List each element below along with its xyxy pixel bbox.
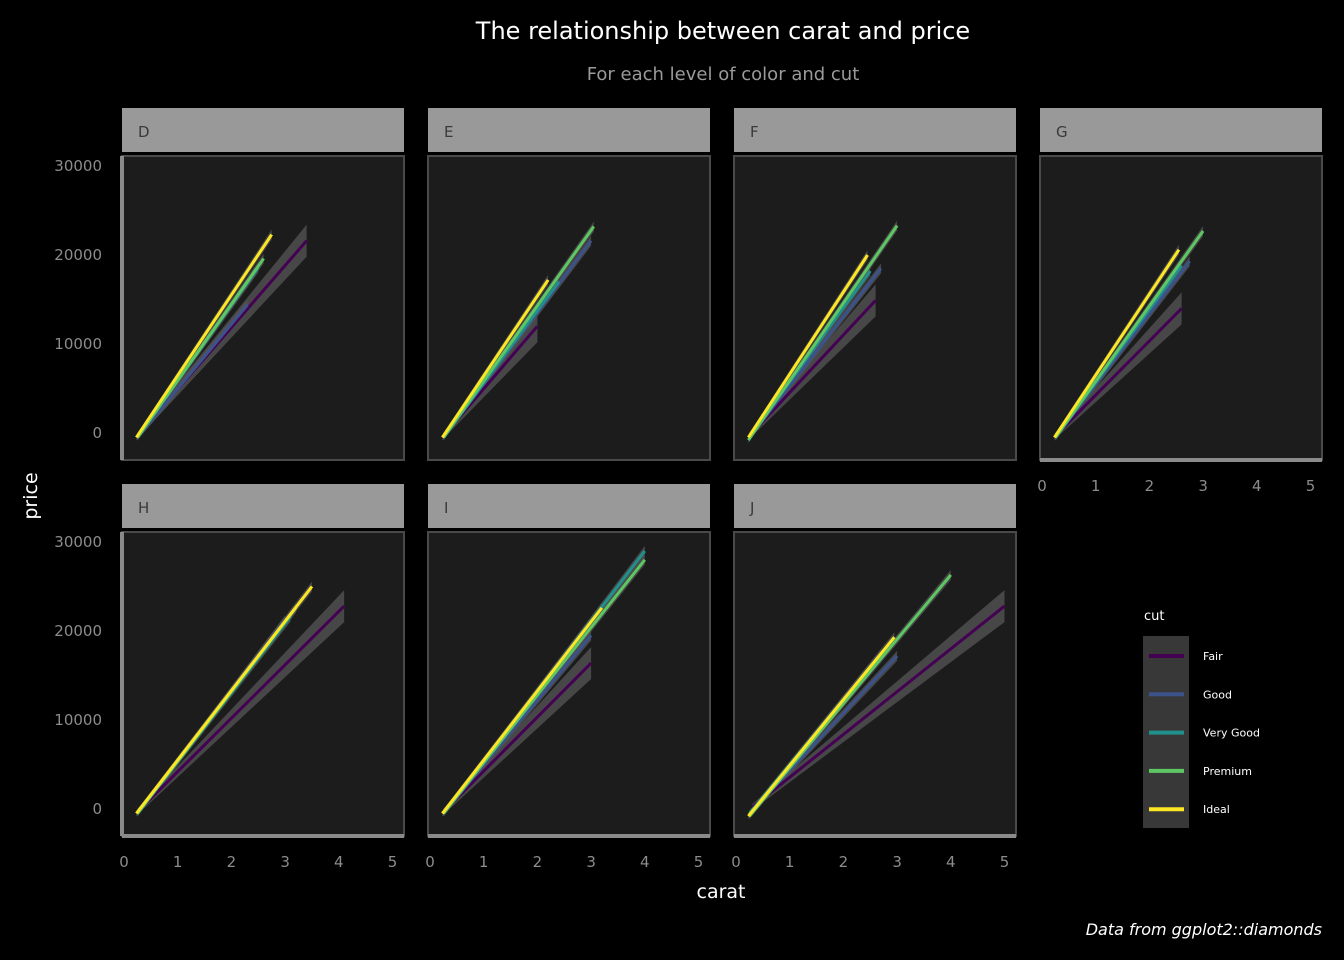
x-tick-label: 2: [839, 853, 849, 871]
facet-J: J 0 1 2 3 4 5: [731, 484, 1017, 871]
x-tick-label: 4: [640, 853, 650, 871]
y-axis-title: price: [20, 472, 42, 519]
x-tick-label: 5: [1000, 853, 1010, 871]
facet-strip-label: H: [138, 499, 149, 517]
x-tick-label: 0: [425, 853, 435, 871]
x-tick-label: 2: [533, 853, 543, 871]
series-line-fair: [1054, 307, 1183, 437]
x-tick-label: 5: [1306, 477, 1316, 495]
series-line-fair: [748, 299, 877, 437]
x-tick-label: 5: [388, 853, 398, 871]
facet-E: E: [427, 108, 711, 461]
facet-strip: [122, 108, 404, 152]
facet-strip: [122, 484, 404, 528]
legend-label: Fair: [1203, 650, 1223, 663]
facet-strip: [734, 484, 1016, 528]
facet-F: F: [733, 108, 1017, 461]
x-tick-label: 3: [892, 853, 902, 871]
panel-background: [121, 155, 405, 461]
facet-strip-label: F: [750, 123, 759, 141]
legend-label: Very Good: [1203, 727, 1260, 740]
x-tick-label: 5: [694, 853, 704, 871]
facet-I: I 0 1 2 3 4 5: [425, 484, 711, 871]
x-tick-label: 3: [280, 853, 290, 871]
series-line-ideal: [747, 254, 869, 439]
panel-background: [427, 155, 711, 461]
series-line-premium: [1054, 230, 1205, 439]
legend-title: cut: [1144, 609, 1164, 624]
chart-title: The relationship between carat and price: [475, 17, 970, 45]
series-line-ideal: [441, 279, 550, 439]
x-tick-label: 1: [479, 853, 489, 871]
facet-strip-label: J: [749, 499, 754, 517]
series-line-premium: [747, 224, 899, 441]
x-tick-label: 1: [173, 853, 183, 871]
x-tick-label: 3: [586, 853, 596, 871]
series-line-premium: [442, 225, 596, 439]
facet-strip: [734, 108, 1016, 152]
series-line-ideal: [441, 606, 604, 815]
legend: cut Fair Good Very Good Premium Ideal: [1143, 609, 1260, 828]
x-tick-label: 1: [1091, 477, 1101, 495]
y-tick-label: 0: [92, 424, 102, 442]
facet-strip-label: G: [1056, 123, 1068, 141]
series-line-premium: [136, 257, 265, 439]
y-tick-label: 30000: [54, 157, 102, 175]
series-line-fair: [136, 605, 346, 813]
facet-D: D 0 10000 20000 30000: [54, 108, 405, 461]
series-line-ideal: [135, 585, 314, 815]
x-tick-label: 2: [227, 853, 237, 871]
legend-label: Good: [1203, 688, 1232, 701]
series-line-ideal: [1053, 248, 1181, 439]
facet-strip-label: D: [138, 123, 150, 141]
series-line-fair: [442, 661, 593, 813]
y-tick-label: 30000: [54, 533, 102, 551]
x-tick-label: 0: [119, 853, 129, 871]
facet-H: H 0 10000 20000 30000 0 1 2 3 4 5: [54, 484, 405, 871]
facet-strip-label: I: [444, 499, 448, 517]
legend-label: Ideal: [1203, 803, 1230, 816]
facet-strip-label: E: [444, 123, 453, 141]
facet-strip: [428, 108, 710, 152]
facet-strip: [428, 484, 710, 528]
y-tick-label: 20000: [54, 246, 102, 264]
x-tick-label: 0: [1037, 477, 1047, 495]
y-tick-label: 10000: [54, 335, 102, 353]
x-axis-title: carat: [697, 881, 746, 903]
chart-subtitle: For each level of color and cut: [587, 64, 860, 85]
y-tick-label: 10000: [54, 711, 102, 729]
series-line-fair: [751, 604, 1006, 809]
y-tick-label: 20000: [54, 622, 102, 640]
series-line-ideal: [747, 636, 896, 818]
series-line-good: [136, 303, 249, 439]
x-tick-label: 4: [334, 853, 344, 871]
chart-caption: Data from ggplot2::diamonds: [1086, 920, 1322, 939]
x-tick-label: 3: [1198, 477, 1208, 495]
legend-label: Premium: [1203, 765, 1252, 778]
facet-G: G 0 1 2 3 4 5: [1037, 108, 1323, 495]
x-tick-label: 4: [946, 853, 956, 871]
x-tick-label: 2: [1145, 477, 1155, 495]
x-tick-label: 0: [731, 853, 741, 871]
facet-strip: [1040, 108, 1322, 152]
x-tick-label: 1: [785, 853, 795, 871]
y-tick-label: 0: [92, 800, 102, 818]
x-tick-label: 4: [1252, 477, 1262, 495]
series-line-ideal: [135, 233, 273, 439]
